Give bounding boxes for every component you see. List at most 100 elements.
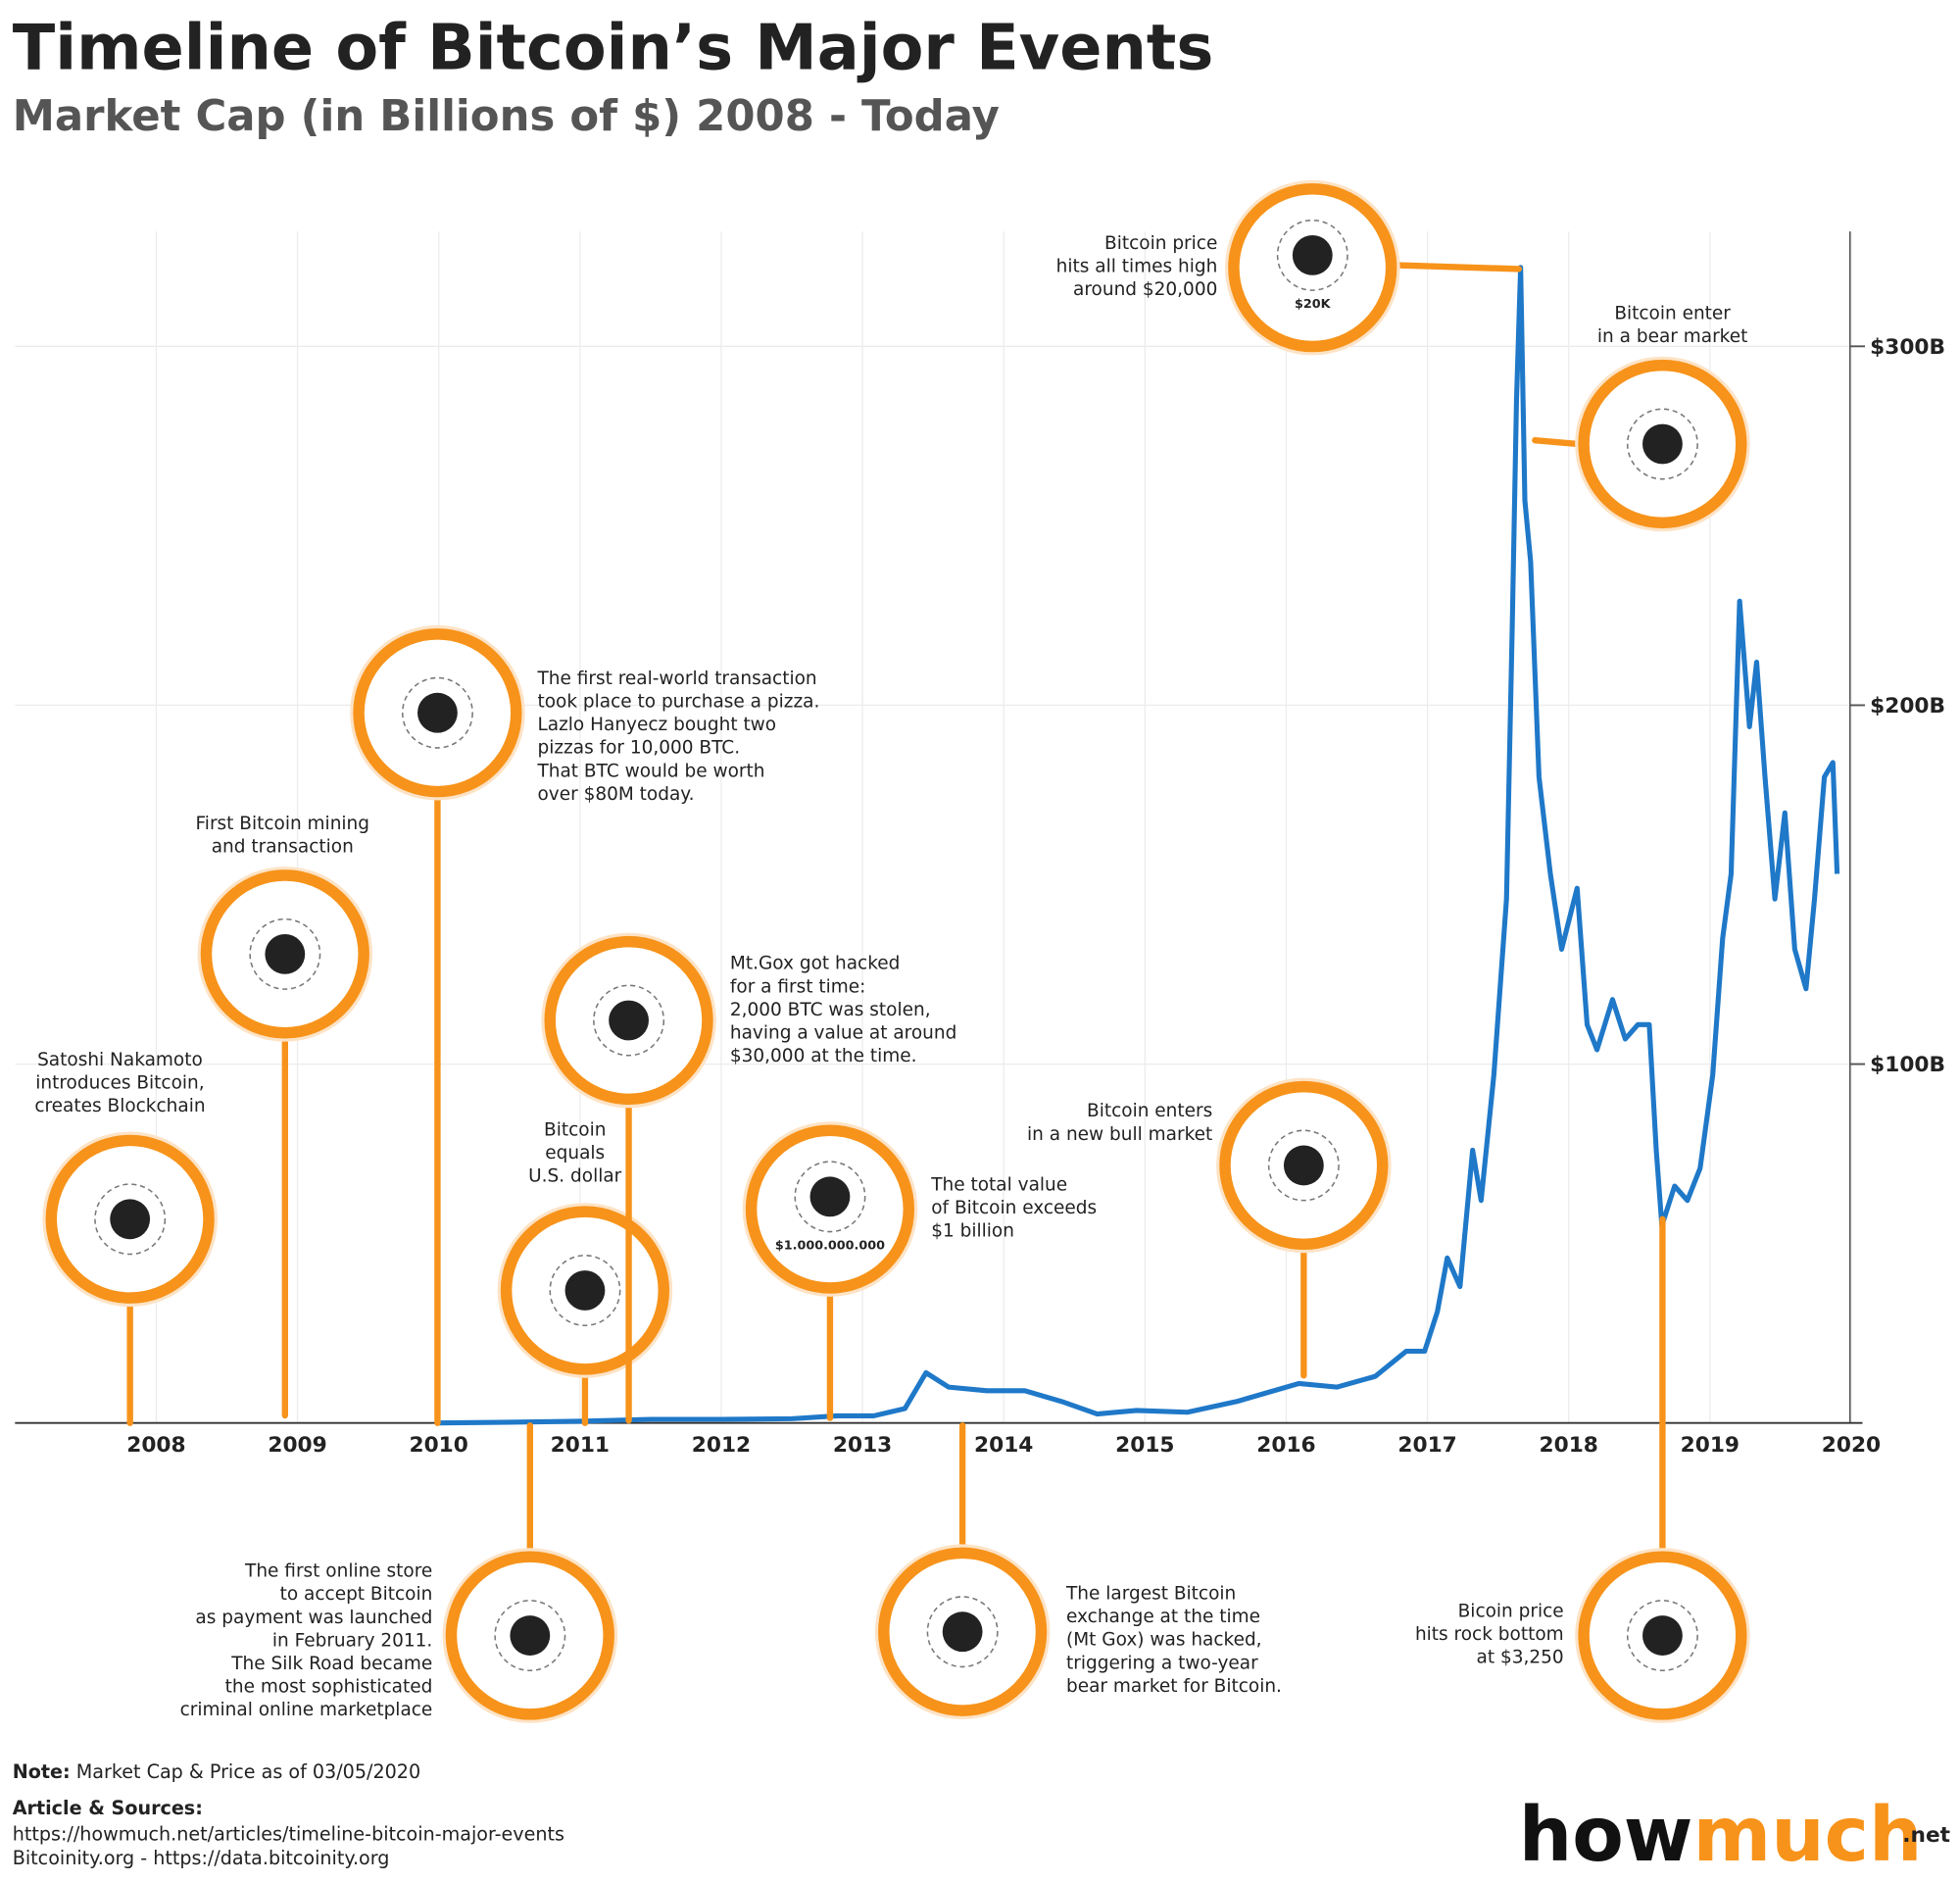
annotation-text: at $3,250 <box>1477 1648 1564 1668</box>
annotation-text: That BTC would be worth <box>536 761 764 781</box>
annotation-text: introduces Bitcoin, <box>35 1073 204 1094</box>
annotation-text: The total value <box>930 1174 1067 1195</box>
icon-detail <box>401 676 473 749</box>
annotation-text: hits all times high <box>1056 257 1218 277</box>
icon <box>510 1615 551 1656</box>
annotation-text: Satoshi Nakamoto <box>37 1050 203 1070</box>
icon-detail <box>926 1596 999 1668</box>
annotation-text: the most sophisticated <box>225 1677 433 1698</box>
note-label: Note: <box>13 1760 71 1783</box>
annotation: Satoshi Nakamoto introduces Bitcoin,creat… <box>34 1050 218 1426</box>
annotation-text: Mt.Gox got hacked <box>730 954 900 974</box>
icon-label: $20K <box>1295 297 1332 312</box>
annotation-text: criminal online marketplace <box>180 1700 433 1720</box>
annotation-text: U.S. dollar <box>528 1166 622 1187</box>
y-tick-label: $100B <box>1870 1053 1945 1077</box>
icon <box>1642 1615 1683 1656</box>
icon <box>417 692 458 733</box>
annotation-text: The Silk Road became <box>230 1654 432 1674</box>
icon-label: $1.000.000.000 <box>775 1238 885 1253</box>
x-tick-label: 2017 <box>1397 1433 1456 1458</box>
connector <box>1532 436 1581 448</box>
icon-detail <box>549 1255 621 1326</box>
x-tick-label: 2011 <box>551 1433 610 1458</box>
note: Note: Market Cap & Price as of 03/05/202… <box>13 1760 420 1783</box>
annotation-text: Bitcoin enter <box>1614 303 1731 323</box>
x-tick-label: 2018 <box>1540 1433 1598 1458</box>
annotation-text: having a value at around <box>730 1022 956 1043</box>
x-tick-label: 2012 <box>692 1433 751 1458</box>
annotation-text: (Mt Gox) was hacked, <box>1066 1630 1262 1651</box>
annotation-text: bear market for Bitcoin. <box>1066 1676 1282 1697</box>
icon <box>1292 234 1333 275</box>
source-line: Bitcoinity.org - https://data.bitcoinity… <box>13 1847 390 1869</box>
annotation-text: around $20,000 <box>1073 279 1217 300</box>
annotation-text: hits rock bottom <box>1415 1624 1564 1645</box>
annotation-text: equals <box>545 1143 605 1164</box>
icon <box>265 933 306 974</box>
logo: howmuch <box>1519 1792 1923 1879</box>
x-tick-label: 2013 <box>833 1433 892 1458</box>
annotation-text: Bitcoin enters <box>1087 1101 1212 1121</box>
annotation-text: in a bear market <box>1597 326 1747 347</box>
annotation-text: The first real-world transaction <box>536 669 816 689</box>
annotation: Bitcoin enter in a bear market <box>1532 303 1750 532</box>
annotation-text: First Bitcoin mining <box>196 814 369 834</box>
annotation-text: exchange at the time <box>1066 1607 1260 1627</box>
annotation-text: $30,000 at the time. <box>730 1046 917 1066</box>
note-text: Market Cap & Price as of 03/05/2020 <box>76 1760 420 1783</box>
annotation-text: Lazlo Hanyecz bought two <box>537 715 776 735</box>
annotation-text: Bitcoin <box>544 1119 606 1140</box>
sources-label: Article & Sources: <box>13 1797 203 1819</box>
y-tick-label: $200B <box>1870 694 1945 718</box>
annotation-text: creates Blockchain <box>34 1096 205 1116</box>
annotation-text: The largest Bitcoin <box>1065 1584 1236 1605</box>
annotation-text: $1 billion <box>931 1221 1014 1242</box>
annotation: Bitcoin enters in a new bull market <box>1027 1077 1392 1379</box>
x-tick-label: 2010 <box>410 1433 468 1458</box>
logo-part: much <box>1692 1792 1922 1879</box>
connector <box>1394 262 1522 272</box>
x-tick-label: 2016 <box>1256 1433 1315 1458</box>
annotation-text: 2,000 BTC was stolen, <box>730 1000 931 1020</box>
icon-detail <box>494 1600 566 1672</box>
annotation-text: of Bitcoin exceeds <box>931 1198 1097 1218</box>
x-tick-label: 2009 <box>268 1433 326 1458</box>
logo-part: how <box>1519 1792 1693 1879</box>
annotation-text: to accept Bitcoin <box>280 1584 433 1605</box>
annotation-text: over $80M today. <box>537 784 694 805</box>
logo-suffix: .net <box>1902 1823 1950 1848</box>
icon-detail <box>1626 408 1698 480</box>
icon <box>809 1176 851 1217</box>
icon-detail <box>794 1161 866 1233</box>
y-tick-label: $300B <box>1870 335 1945 360</box>
annotation-text: pizzas for 10,000 BTC. <box>537 738 740 759</box>
chart-title: Timeline of Bitcoin’s Major Events <box>13 12 1214 84</box>
icon <box>1283 1145 1324 1186</box>
annotation-text: Bicoin price <box>1458 1601 1564 1621</box>
icon <box>609 1000 649 1041</box>
icon <box>1642 423 1683 465</box>
chart-subtitle: Market Cap (in Billions of $) 2008 - Tod… <box>13 92 1000 141</box>
icon-detail <box>1626 1600 1698 1672</box>
icon-detail <box>1267 1129 1340 1202</box>
annotation-text: as payment was launched <box>195 1608 432 1628</box>
annotation-text: triggering a two-year <box>1066 1653 1258 1673</box>
annotation-text: took place to purchase a pizza. <box>537 691 819 712</box>
annotation-text: in February 2011. <box>272 1630 432 1651</box>
annotation-text: Bitcoin price <box>1104 233 1217 254</box>
annotation: Bicoin price hits rock bottom at $3,250 <box>1415 1215 1750 1723</box>
source-line: https://howmuch.net/articles/timeline-bi… <box>13 1823 564 1846</box>
annotations: Satoshi Nakamoto introduces Bitcoin,creat… <box>34 179 1750 1723</box>
annotation-text: for a first time: <box>730 976 865 997</box>
icon-detail <box>593 984 665 1057</box>
grid: 2008 2009 2010 2011 2012 2013 2014 2015 2016 2017… <box>15 231 1945 1458</box>
